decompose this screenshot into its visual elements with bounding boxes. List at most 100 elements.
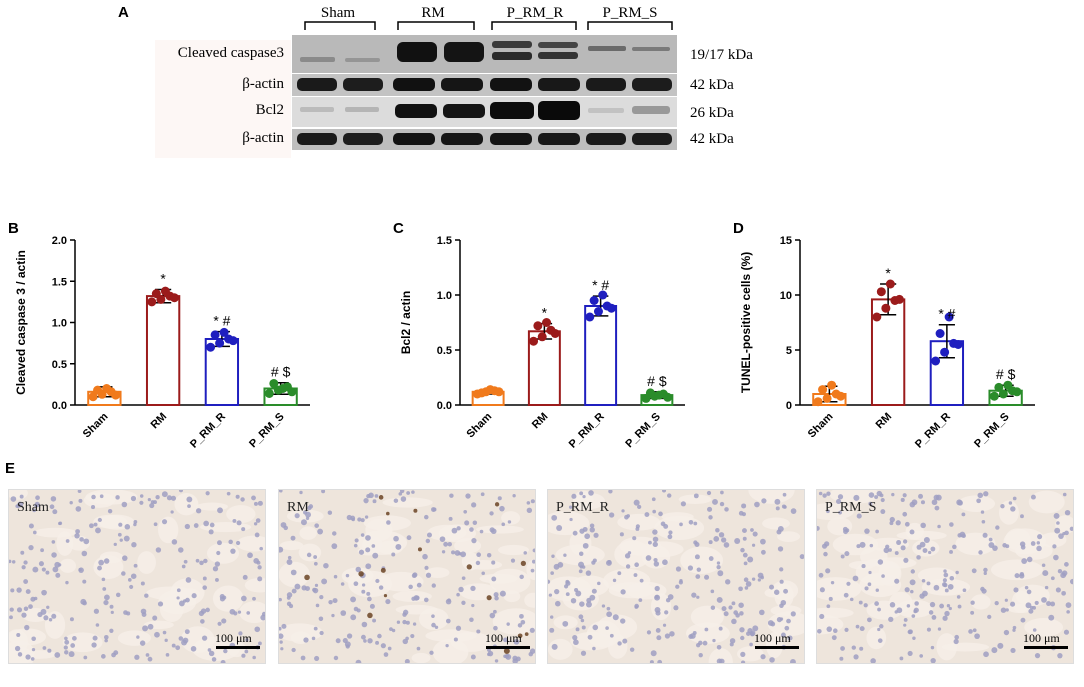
cell-nucleus <box>957 604 962 609</box>
cell-nucleus <box>458 586 464 593</box>
cell-nucleus <box>24 624 30 631</box>
cell-nucleus <box>241 595 247 602</box>
cell-nucleus <box>554 588 560 595</box>
cell-nucleus <box>949 575 955 581</box>
cell-nucleus <box>144 593 149 598</box>
tissue-lumen <box>941 642 990 652</box>
tissue-lumen <box>279 540 304 551</box>
cell-nucleus <box>680 501 686 507</box>
cell-nucleus <box>943 569 947 573</box>
blot-strip-caspase3 <box>292 35 677 73</box>
cell-nucleus <box>64 636 68 641</box>
cell-nucleus <box>877 638 883 643</box>
tissue-lumen <box>990 559 1043 581</box>
cell-nucleus <box>257 576 263 582</box>
cell-nucleus <box>368 492 374 499</box>
cell-nucleus <box>233 611 238 616</box>
cell-nucleus <box>970 600 975 605</box>
cell-nucleus <box>353 606 359 612</box>
scale-bar <box>755 646 799 649</box>
cell-nucleus <box>77 490 82 494</box>
cell-nucleus <box>859 626 865 632</box>
cell-nucleus <box>606 606 611 611</box>
y-tick-label: 1.5 <box>437 235 452 247</box>
cell-nucleus <box>562 620 569 627</box>
tissue-lumen <box>777 531 801 542</box>
cell-nucleus <box>443 541 449 547</box>
cell-nucleus <box>592 646 596 651</box>
cell-nucleus <box>23 560 28 565</box>
cell-nucleus <box>750 631 755 637</box>
cell-nucleus <box>361 621 368 628</box>
cell-nucleus <box>773 589 780 595</box>
cell-nucleus <box>81 550 88 557</box>
cell-nucleus <box>579 601 585 607</box>
y-axis-label: TUNEL-positive cells (%) <box>739 252 753 393</box>
cell-nucleus <box>1064 562 1069 567</box>
cell-nucleus <box>70 643 76 648</box>
cell-nucleus <box>731 601 736 606</box>
cell-nucleus <box>679 522 683 527</box>
cell-nucleus <box>20 550 25 555</box>
cell-nucleus <box>987 614 992 620</box>
y-tick-label: 0.5 <box>437 345 452 357</box>
cell-nucleus <box>445 618 451 624</box>
cell-nucleus <box>258 641 262 646</box>
cell-nucleus <box>597 581 601 586</box>
data-point <box>998 389 1008 399</box>
cell-nucleus <box>111 652 116 658</box>
cell-nucleus <box>357 517 362 522</box>
cell-nucleus <box>779 567 784 572</box>
cell-nucleus <box>412 622 417 626</box>
cell-nucleus <box>499 505 505 512</box>
cell-nucleus <box>894 551 899 555</box>
cell-nucleus <box>760 654 766 660</box>
cell-nucleus <box>859 646 864 651</box>
data-point <box>935 329 945 338</box>
cell-nucleus <box>895 520 901 526</box>
cell-nucleus <box>91 642 97 648</box>
cell-nucleus <box>431 614 435 618</box>
cell-nucleus <box>838 510 842 515</box>
cell-nucleus <box>740 651 746 657</box>
cell-nucleus <box>828 596 833 601</box>
cell-nucleus <box>693 493 699 499</box>
cell-nucleus <box>244 649 249 654</box>
data-point <box>885 279 895 289</box>
cell-nucleus <box>1057 653 1063 659</box>
tissue-lumen <box>244 577 265 593</box>
cell-nucleus <box>9 615 13 620</box>
cell-nucleus <box>361 583 366 587</box>
tissue-lumen <box>524 592 535 608</box>
cell-nucleus <box>606 611 613 618</box>
tissue-lumen <box>866 626 887 650</box>
cell-nucleus <box>170 495 177 501</box>
cell-nucleus <box>739 627 745 633</box>
micrograph-p-rm-r: P_RM_R 100 μm <box>547 489 805 664</box>
data-point <box>822 393 832 403</box>
cell-nucleus <box>864 586 869 591</box>
cell-nucleus <box>687 565 694 571</box>
cell-nucleus <box>896 540 902 546</box>
cell-nucleus <box>131 542 137 548</box>
cell-nucleus <box>578 561 585 568</box>
cell-nucleus <box>667 534 673 540</box>
cell-nucleus <box>471 502 477 508</box>
bar <box>204 338 240 406</box>
cell-nucleus <box>954 634 960 640</box>
cell-nucleus <box>453 637 458 642</box>
cell-nucleus <box>465 493 471 499</box>
cell-nucleus <box>416 646 421 651</box>
cell-nucleus <box>747 628 753 634</box>
tissue-lumen <box>432 638 469 663</box>
cell-nucleus <box>301 585 307 591</box>
tissue-lumen <box>661 512 694 522</box>
cell-nucleus <box>947 583 954 590</box>
data-point <box>940 347 950 357</box>
cell-nucleus <box>476 552 482 558</box>
cell-nucleus <box>279 640 283 644</box>
cell-nucleus <box>344 641 351 648</box>
cell-nucleus <box>740 660 746 663</box>
data-point <box>102 384 112 393</box>
cell-nucleus <box>519 613 524 619</box>
